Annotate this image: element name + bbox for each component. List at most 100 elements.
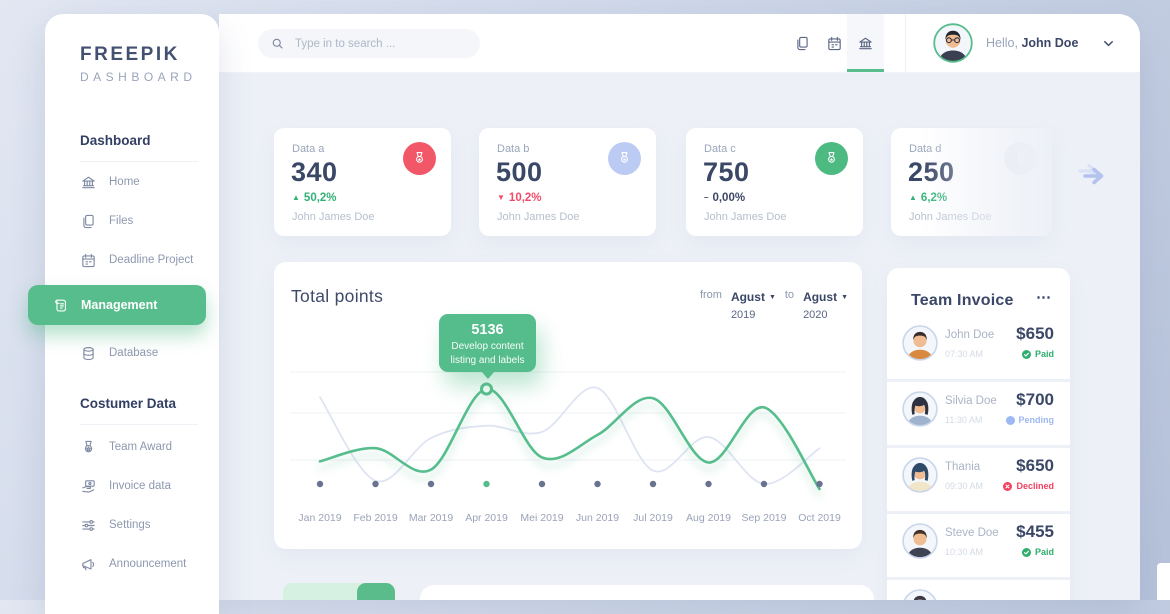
stat-delta: ▲ 50,2% — [292, 192, 337, 204]
stat-delta: ▼ 10,2% — [497, 192, 542, 204]
brand-subtitle: DASHBOARD — [80, 70, 197, 84]
stat-card-data-c: Data c 750–0,00% John James Doe — [686, 128, 863, 236]
x-tick-label: Jul 2019 — [633, 512, 673, 524]
from-label: from — [699, 289, 722, 301]
sidebar-item-settings[interactable]: Settings — [80, 510, 151, 540]
invoice-amount: $455 — [1016, 522, 1054, 541]
topbar-tab-calendar-icon[interactable] — [816, 14, 853, 72]
search-input[interactable] — [293, 36, 457, 51]
sidebar-item-management[interactable]: Management — [28, 285, 206, 325]
stat-value: 500 — [496, 157, 543, 187]
calendar-icon — [82, 253, 95, 267]
topbar-tab-files-icon[interactable] — [784, 14, 821, 72]
search-icon — [272, 38, 283, 49]
invoice-amount: $650 — [1016, 456, 1054, 475]
stat-owner: John James Doe — [704, 211, 787, 223]
invoice-title: Team Invoice — [911, 292, 1014, 309]
topbar-tab-bank-icon[interactable] — [847, 14, 884, 72]
brand-logo: FREEPIK DASHBOARD — [80, 44, 197, 84]
progress-pill — [283, 583, 395, 600]
award-badge-icon — [815, 142, 848, 175]
scroll-icon — [55, 299, 67, 311]
award-icon — [84, 440, 93, 452]
invoice-time: 07:30 AM — [945, 349, 984, 359]
files-icon — [83, 214, 94, 228]
member-name: Thania — [945, 461, 981, 473]
to-select[interactable]: Agust ▼ 2020 — [803, 290, 848, 321]
invoice-row-thania: Thania 09:30 AM $650 Declined — [887, 445, 1070, 511]
line-chart — [290, 371, 846, 491]
calendar-icon — [828, 36, 841, 50]
bank-icon — [859, 37, 872, 49]
chevron-down-icon[interactable] — [1101, 36, 1116, 51]
fade-overlay — [891, 128, 1052, 236]
user-name: John Doe — [1021, 36, 1079, 50]
invoice-time: 09:30 AM — [945, 481, 984, 491]
x-tick-label: Oct 2019 — [798, 512, 841, 524]
x-tick-label: Sep 2019 — [741, 512, 787, 524]
check-circle-icon — [1021, 349, 1031, 359]
sidebar-item-invoice-data[interactable]: Invoice data — [80, 471, 171, 501]
sidebar-item-home[interactable]: Home — [80, 167, 140, 197]
stat-value: 750 — [703, 157, 750, 187]
x-tick-label: Mei 2019 — [520, 512, 564, 524]
status-badge: Paid — [1021, 547, 1054, 557]
avatar — [902, 457, 938, 493]
medal-icon — [828, 152, 835, 163]
x-circle-icon — [1003, 481, 1013, 491]
caret-down-icon: ▼ — [841, 294, 848, 301]
user-menu[interactable]: Hello, John Doe — [933, 14, 1116, 72]
sidebar-item-database[interactable]: Database — [80, 338, 158, 368]
active-tab-underline — [847, 69, 884, 72]
stat-value: 340 — [291, 157, 338, 187]
sidebar-item-deadline-project[interactable]: Deadline Project — [80, 245, 193, 275]
more-menu-icon[interactable]: ⋯ — [1036, 289, 1052, 306]
user-greeting: Hello, John Doe — [986, 36, 1079, 50]
member-name: Steve Doe — [945, 527, 999, 539]
section-divider — [80, 161, 198, 162]
user-avatar — [933, 23, 973, 63]
chart-tooltip: 5136 Develop content listing and labels — [439, 314, 536, 379]
sidebar: FREEPIK DASHBOARD Dashboard Home Files Dead… — [28, 14, 219, 614]
sidebar-item-team-award[interactable]: Team Award — [80, 432, 172, 462]
award-badge-icon — [608, 142, 641, 175]
from-select[interactable]: Agust ▼ 2019 — [730, 290, 776, 321]
sliders-icon — [82, 519, 95, 531]
invoice-row-john-doe: John Doe 07:30 AM $650 Paid — [887, 316, 1070, 379]
section-title: Dashboard — [80, 133, 151, 148]
caret-down-icon: ▼ — [768, 294, 776, 301]
status-badge: Pending — [1005, 415, 1054, 425]
x-tick-label: Feb 2019 — [353, 512, 398, 524]
avatar — [902, 325, 938, 361]
team-invoice-card: Team Invoice ⋯ John Doe 07:30 AM $650 Paid S… — [887, 268, 1070, 600]
brand-name: FREEPIK — [80, 44, 180, 65]
avatar — [902, 523, 938, 559]
tooltip-value: 5136 — [471, 322, 504, 338]
sidebar-item-announcement[interactable]: Announcement — [80, 549, 186, 579]
section-title: Costumer Data — [80, 396, 177, 411]
status-badge: Paid — [1021, 349, 1054, 359]
status-badge: Declined — [1003, 481, 1054, 491]
x-tick-label: Jan 2019 — [298, 512, 342, 524]
x-axis-labels: Jan 2019 Feb 2019 Mar 2019 Apr 2019 Mei 2019… — [274, 512, 862, 526]
edge-card-fragment — [1157, 563, 1170, 600]
megaphone-icon — [82, 558, 95, 570]
stat-card-data-d: Data d250▲6,2%John James Doe — [891, 128, 1052, 236]
member-name: Silvia Doe — [945, 395, 997, 407]
section-divider — [80, 424, 198, 425]
next-arrow-icon[interactable] — [1074, 157, 1118, 193]
invoice-row-partial — [887, 577, 1070, 600]
database-icon — [83, 346, 94, 360]
sidebar-item-files[interactable]: Files — [80, 206, 133, 236]
stat-delta: –0,00% — [704, 192, 746, 204]
topbar-divider — [905, 14, 906, 72]
stat-owner: John James Doe — [497, 211, 580, 223]
invoice-amount: $650 — [1016, 324, 1054, 343]
search-box[interactable] — [258, 29, 480, 58]
invoice-row-silvia-doe: Silvia Doe 11:30 AM $700 Pending — [887, 379, 1070, 445]
stat-card-data-b: Data b 500 ▼ 10,2% John James Doe — [479, 128, 656, 236]
to-label: to — [784, 289, 795, 301]
member-name: John Doe — [945, 329, 995, 341]
check-circle-icon — [1021, 547, 1031, 557]
